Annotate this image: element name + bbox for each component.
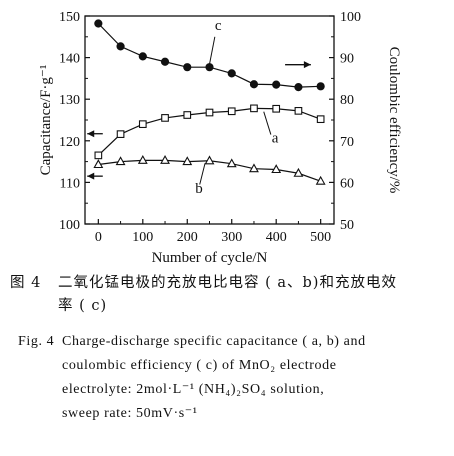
series-c-point — [249, 80, 259, 89]
series-layer — [93, 19, 326, 185]
annotation-c: c — [215, 18, 222, 34]
series-c-point — [94, 19, 103, 28]
series-a-point — [161, 114, 169, 122]
series-b-point — [249, 163, 259, 173]
caption-en-label: Fig. 4 — [18, 334, 55, 349]
leader-b — [199, 163, 206, 185]
x-tick-label: 100 — [132, 230, 153, 245]
series-a-point — [138, 120, 147, 129]
arrow-b-left-axis — [87, 172, 103, 180]
y-axis-right-label: Coulombic efficiency/% — [386, 47, 402, 194]
x-tick-label: 200 — [177, 230, 198, 245]
series-b-point — [271, 164, 282, 174]
annotation-a: a — [272, 130, 279, 146]
series-b-point — [160, 155, 170, 164]
x-tick-label: 300 — [221, 230, 242, 245]
annotation-b: b — [195, 181, 203, 197]
y-left-tick-label: 140 — [59, 52, 80, 67]
series-a-point — [94, 151, 103, 160]
series-a-point — [183, 111, 192, 119]
y-right-tick-label: 50 — [340, 218, 354, 233]
series-c-point — [294, 83, 303, 92]
series-a-point — [272, 104, 281, 113]
caption-english: Fig. 4 Charge-discharge specific capacit… — [18, 330, 450, 426]
series-b-point — [137, 155, 148, 164]
y-axis-left-label: Capacitance/F·g⁻¹ — [38, 65, 54, 176]
series-c-point — [138, 52, 147, 61]
x-axis-label: Number of cycle/N — [152, 250, 268, 266]
y-right-tick-label: 70 — [340, 135, 354, 150]
arrow-c-right-axis — [285, 61, 311, 69]
y-left-tick-label: 130 — [59, 93, 80, 108]
series-b-point — [93, 159, 104, 169]
series-a-point — [294, 106, 303, 115]
caption-cn-line2: 率 ( c) — [58, 298, 108, 314]
y-left-tick-label: 120 — [59, 135, 80, 150]
axis-ticks: 0 100 200 300 400 500 100 110 120 130 140 150 50 60 70… — [59, 10, 361, 245]
leader-a — [263, 111, 272, 135]
series-c-point — [205, 63, 214, 72]
series-c-line — [97, 23, 321, 88]
series-b-point — [182, 156, 193, 166]
leader-c — [209, 36, 216, 65]
x-tick-label: 400 — [266, 230, 287, 245]
caption-en-line1: Charge-discharge specific capacitance ( … — [62, 334, 366, 349]
series-c-point — [160, 57, 170, 66]
series-b-point — [293, 167, 304, 177]
caption-en-line2: coulombic efficiency ( c) of MnO₂ electr… — [62, 358, 337, 373]
caption-en-line3: electrolyte: 2mol·L⁻¹ (NH₄)₂SO₄ solution… — [62, 382, 325, 397]
series-b-point — [115, 156, 126, 166]
arrow-c-right-axis-head — [303, 61, 311, 69]
series-a-point — [316, 115, 325, 124]
caption-cn-line1: 二氧化锰电极的充放电比电容 ( a、b)和充放电效 — [58, 275, 397, 291]
annotations: c a b — [87, 18, 311, 197]
series-b-point — [226, 158, 237, 168]
series-a-point — [250, 104, 258, 113]
series-c-point — [183, 63, 192, 72]
caption-en-line4: sweep rate: 50mV·s⁻¹ — [62, 406, 198, 421]
series-c-point — [116, 42, 125, 51]
series-c-point — [316, 82, 325, 91]
y-left-tick-label: 110 — [60, 176, 80, 191]
y-right-tick-label: 60 — [340, 176, 354, 191]
series-b-point — [315, 175, 326, 185]
chart: 0 100 200 300 400 500 100 110 120 130 140 150 50 60 70… — [38, 10, 402, 266]
y-right-tick-label: 80 — [340, 93, 354, 108]
y-right-tick-label: 90 — [340, 52, 354, 67]
series-b-point — [204, 155, 215, 165]
arrow-b-left-axis-head — [87, 172, 95, 180]
series-a-point — [116, 130, 125, 138]
arrow-a-left-axis-head — [87, 130, 95, 138]
series-c-point — [272, 80, 281, 89]
series-a-point — [205, 108, 214, 117]
caption-cn-label: 图 4 — [10, 275, 42, 291]
x-tick-label: 0 — [95, 230, 102, 245]
arrow-a-left-axis — [87, 130, 103, 138]
caption-chinese: 图 4 二氧化锰电极的充放电比电容 ( a、b)和充放电效 率 ( c) — [10, 272, 450, 318]
y-right-tick-label: 100 — [340, 10, 361, 25]
x-tick-label: 500 — [310, 230, 331, 245]
series-c-point — [227, 69, 236, 78]
series-a-point — [227, 107, 236, 116]
y-left-tick-label: 150 — [59, 10, 80, 25]
y-left-tick-label: 100 — [59, 218, 80, 233]
